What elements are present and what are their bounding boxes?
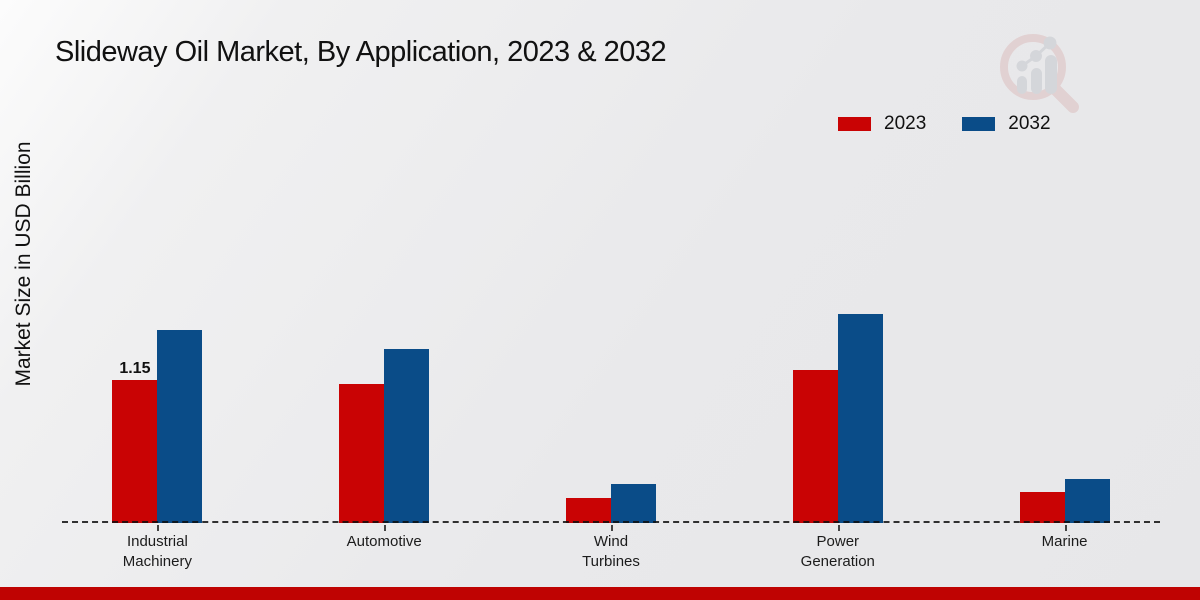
bar-2023-wind-turbines: [565, 498, 611, 523]
bar-2032-automotive: [384, 349, 430, 523]
bar-2023-marine: [1019, 492, 1065, 523]
plot-area: 1.15: [44, 303, 1178, 531]
y-axis-label: Market Size in USD Billion: [12, 141, 35, 387]
bar-group-power-generation: [724, 303, 951, 531]
bar-group-wind-turbines: [498, 303, 725, 531]
bar-group-industrial-machinery: 1.15: [44, 303, 271, 531]
magnifier-bar-chart-logo-icon: [1000, 34, 1079, 113]
trend-dot-icon: [1030, 50, 1042, 62]
legend-label-2023: 2023: [884, 113, 927, 134]
magnifier-ring-icon: [1000, 34, 1066, 100]
bar-group-marine: [951, 303, 1178, 531]
bar-2023-automotive: [339, 384, 385, 523]
x-axis-baseline: [62, 521, 1160, 523]
legend-label-2032: 2032: [1008, 113, 1051, 134]
legend-item-2023: 2023: [838, 113, 926, 135]
category-label-power-generation: Power Generation: [800, 533, 875, 570]
bar-2023-power-generation: [792, 370, 838, 523]
category-labels-row: Industrial Machinery Automotive Wind Turbi…: [44, 532, 1178, 572]
bar-2032-wind-turbines: [610, 484, 656, 523]
x-axis-tick: [837, 525, 840, 531]
bar-2032-marine: [1064, 479, 1110, 523]
x-axis-tick: [610, 525, 613, 531]
category-label-industrial-machinery: Industrial Machinery: [122, 533, 192, 570]
category-label-automotive: Automotive: [346, 533, 422, 550]
legend: 2023 2032: [838, 113, 1051, 135]
x-axis-tick: [157, 525, 160, 531]
data-label-2023-industrial-machinery: 1.15: [119, 360, 151, 377]
trend-dot-icon: [1016, 60, 1028, 72]
bar-icon: [1031, 68, 1042, 94]
x-axis-tick: [384, 525, 387, 531]
legend-item-2032: 2032: [962, 113, 1051, 135]
magnifier-handle-icon: [1048, 82, 1079, 113]
bar-icon: [1045, 55, 1057, 94]
legend-swatch-2023-icon: [838, 117, 871, 131]
chart-title: Slideway Oil Market, By Application, 202…: [55, 36, 667, 68]
bar-2032-power-generation: [837, 314, 883, 523]
footer-accent-strip: [0, 587, 1200, 600]
legend-swatch-2032-icon: [962, 117, 996, 131]
category-label-marine: Marine: [1041, 533, 1088, 550]
x-axis-tick: [1064, 525, 1067, 531]
bar-2032-industrial-machinery: [157, 330, 203, 523]
bar-group-automotive: [271, 303, 498, 531]
bar-icon: [1017, 76, 1027, 94]
category-label-wind-turbines: Wind Turbines: [582, 533, 640, 570]
bar-2023-industrial-machinery: 1.15: [112, 360, 158, 523]
trend-dot-icon: [1043, 36, 1057, 50]
